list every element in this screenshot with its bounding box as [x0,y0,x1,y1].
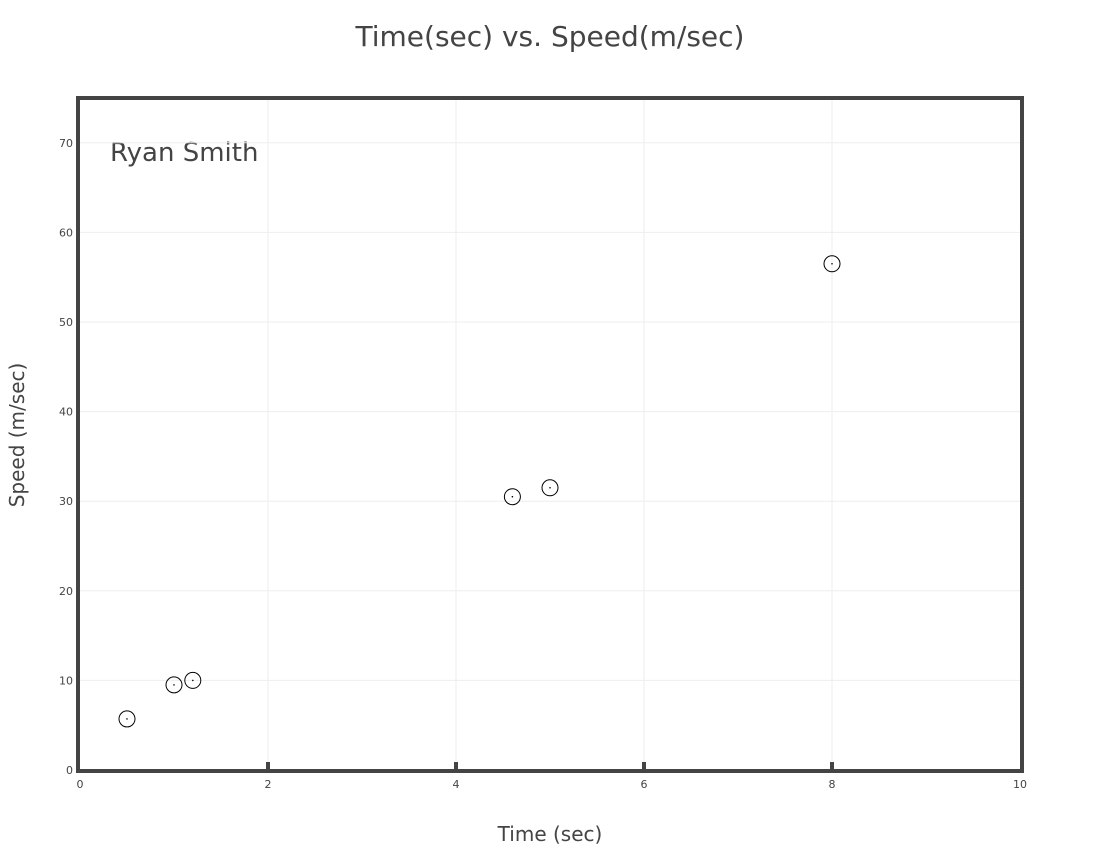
x-tick-label: 10 [1013,778,1027,791]
y-tick-label: 70 [59,137,73,150]
plot-frame [76,96,1024,773]
y-tick-label: 60 [59,226,73,239]
scatter-point [118,710,136,728]
scatter-point [184,671,202,689]
chart-title: Time(sec) vs. Speed(m/sec) [355,20,745,53]
point-marker-dot [126,718,128,720]
scatter-point [823,255,841,273]
y-tick-label: 0 [66,764,73,777]
scatter-point [165,676,183,694]
x-tick-label: 2 [265,778,272,791]
point-marker-ring [184,671,202,689]
data-points [118,255,841,728]
point-marker-ring [503,488,521,506]
grid-lines [80,98,1020,770]
y-tick-label: 30 [59,495,73,508]
y-tick-label: 10 [59,674,73,687]
point-marker-dot [549,486,551,489]
point-marker-ring [541,479,559,497]
x-tick-label: 6 [641,778,648,791]
scatter-point [503,488,521,506]
x-axis-title: Time (sec) [497,822,603,846]
point-marker-dot [173,684,175,686]
y-tick-label: 20 [59,585,73,598]
y-tick-label: 40 [59,406,73,419]
point-marker-ring [165,676,183,694]
x-tick-label: 0 [77,778,84,791]
point-marker-dot [192,679,194,682]
x-tick-label: 4 [453,778,460,791]
point-marker-ring [823,255,841,273]
point-marker-dot [831,262,833,265]
scatter-point [541,479,559,497]
point-marker-dot [511,495,514,498]
y-tick-label: 50 [59,316,73,329]
point-marker-ring [118,710,136,728]
x-tick-label: 8 [829,778,836,791]
axis-ticks: 0 2 4 6 8 10 0 10 20 30 40 50 60 70 [59,137,1027,791]
